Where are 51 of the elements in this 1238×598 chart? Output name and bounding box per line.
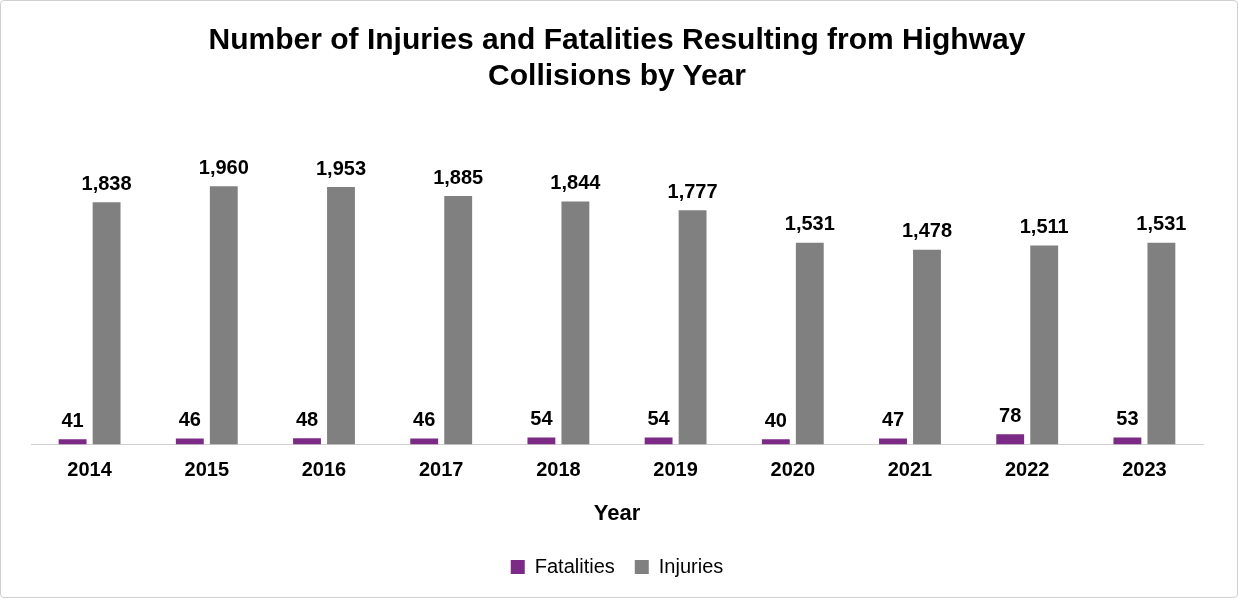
x-tick-label: 2021 [887,458,933,481]
data-label: 1,960 [198,155,249,178]
x-tick-label: 2018 [536,458,581,481]
legend-label: Injuries [658,554,724,577]
bar [996,434,1025,445]
bar [795,242,824,445]
x-tick-label: 2022 [1004,458,1050,481]
bar [561,201,590,445]
data-label: 41 [61,408,84,431]
data-label: 1,531 [784,212,835,235]
x-tick-label: 2016 [301,458,347,481]
bar [293,438,321,445]
x-tick-label: 2015 [184,458,230,481]
bar [1030,245,1059,445]
data-label: 53 [1116,407,1139,430]
data-label: 1,511 [1019,214,1069,237]
x-axis-title: Year [593,499,641,525]
bar [761,439,790,445]
data-label: 48 [295,407,319,430]
data-label: 54 [647,407,671,429]
bar [644,437,673,445]
x-tick-label: 2014 [67,458,113,481]
data-label: 54 [530,407,554,429]
bar [209,186,238,445]
data-label: 1,777 [667,179,718,202]
bar [527,437,556,445]
data-label: 1,953 [315,156,367,179]
bar [58,439,87,445]
data-label: 78 [999,403,1022,426]
data-label: 1,478 [901,219,953,242]
x-tick-label: 2019 [653,458,698,481]
x-tick-label: 2023 [1122,458,1167,481]
x-tick-label: 2020 [770,458,816,481]
bar [678,210,707,445]
data-label: 40 [764,408,787,431]
data-label: 1,531 [1136,212,1187,235]
bar [913,249,941,445]
legend-label: Fatalities [534,554,615,577]
bar [444,196,473,445]
bar [879,438,907,445]
bar [92,202,121,445]
bar [327,187,355,445]
data-label: 46 [178,408,201,431]
data-label: 46 [413,408,436,431]
data-label: 1,844 [550,171,602,193]
data-label: 47 [881,407,905,430]
bar [1147,242,1176,445]
data-label: 1,885 [433,165,484,188]
chart-title: Number of Injuries and Fatalities Resulting from Highway Collisions by Year [208,22,1026,92]
data-label: 1,838 [81,171,132,194]
x-tick-label: 2017 [418,458,464,481]
